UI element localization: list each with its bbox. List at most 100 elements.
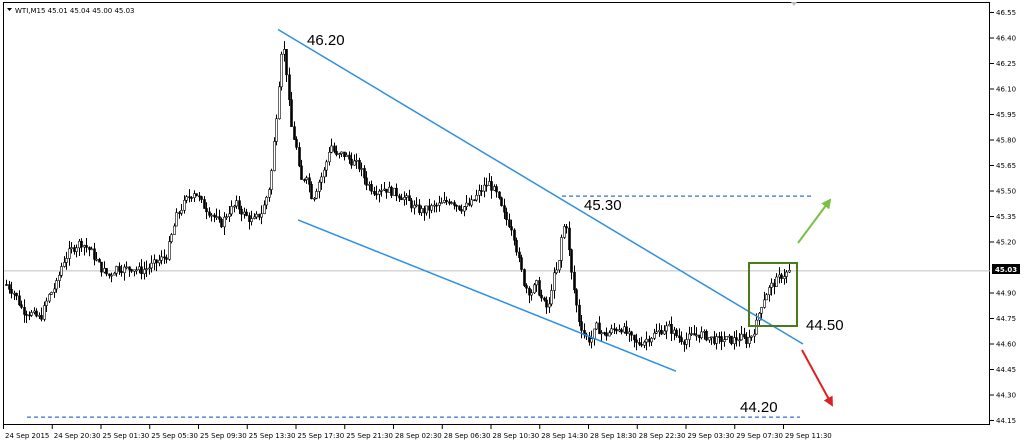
candle-body [680,337,683,343]
candle-body [88,247,91,250]
candle-body [233,205,236,208]
y-tick-label: 46.40 [996,35,1016,43]
candle-body [518,251,521,259]
candle-body [195,193,198,197]
candle-body [40,315,43,320]
candle-body [275,118,278,142]
candle-body [455,205,458,207]
candle-body [128,266,131,270]
candle-body [543,297,546,301]
candle-body [235,200,238,207]
candle-body [183,199,186,211]
candle-body [220,218,223,228]
candle-body [560,237,563,261]
candle-body [780,274,783,279]
candle-body [280,53,283,88]
candle-body [775,276,778,287]
candle-body [335,151,338,155]
candle-body [485,184,488,187]
horizontal-levels [4,195,990,418]
price-annotations: 46.20 45.30 44.50 44.20 [307,32,844,416]
candle-body [445,200,448,203]
candle-body [70,247,73,250]
candle-body [608,332,611,337]
svg-text:45.03: 45.03 [995,266,1017,274]
candle-body [73,247,76,252]
candle-body [8,284,11,290]
candle-body [508,219,511,227]
y-tick-label: 44.30 [996,392,1016,400]
candle-body [678,335,681,339]
candle-body [625,326,628,334]
candle-body [735,337,738,341]
candle-body [58,275,61,281]
y-tick-label: 44.45 [996,366,1016,374]
candle-body [118,266,121,272]
candle-body [598,322,601,335]
one-click-trading-icon[interactable] [791,2,797,6]
candle-body [558,260,561,271]
candle-body [153,259,156,264]
candle-body [730,335,733,345]
candle-body [78,240,81,249]
candle-body [733,337,736,345]
x-tick-label: 25 Sep 01:30 [103,432,150,440]
candle-body [238,200,241,210]
candle-body [323,169,326,178]
candle-body [675,329,678,337]
y-tick-label: 44.90 [996,290,1016,298]
candle-body [363,168,366,179]
candle-body [355,159,358,162]
candle-body [615,329,618,332]
candle-body [175,212,178,227]
candle-body [105,268,108,275]
candle-body [358,159,361,170]
candle-body [288,74,291,100]
candle-body [580,321,583,331]
x-axis: 24 Sep 2015 24 Sep 20:30 25 Sep 01:30 25 Se… [3,425,832,440]
candle-body [210,214,213,217]
candle-body [540,294,543,299]
y-tick-label: 45.65 [996,162,1016,170]
candle-body [245,211,248,216]
candle-body [193,193,196,199]
x-tick-label: 28 Sep 10:30 [493,432,540,440]
y-tick-label: 44.60 [996,341,1016,349]
candle-body [643,341,646,346]
candle-body [263,204,266,215]
candle-body [360,168,363,170]
candle-body [348,154,351,160]
candle-body [768,287,771,296]
current-price-tag: 45.03 [992,264,1020,274]
candle-body [430,205,433,211]
candle-body [788,270,791,273]
candle-body [420,208,423,213]
y-axis: 46.55 46.40 46.25 46.10 45.95 45.80 45.65 45.50… [990,9,1016,425]
channel-lower-line [297,219,677,372]
candle-body [305,177,308,181]
candle-body [373,190,376,195]
candle-body [763,299,766,308]
candle-body [505,211,508,221]
candle-body [248,215,251,222]
candle-body [705,331,708,341]
candle-body [155,259,158,264]
candle-body [143,269,146,275]
candle-body [575,289,578,306]
candle-body [708,337,711,341]
candle-body [178,212,181,214]
symbol-dropdown-icon[interactable] [7,8,12,11]
candle-body [108,273,111,276]
candle-body [115,266,118,274]
candle-body [43,305,46,320]
candle-body [693,333,696,336]
candle-body [743,333,746,338]
candle-body [630,331,633,336]
candle-body [565,226,568,229]
candle-body [85,245,88,248]
candle-body [25,314,28,316]
candle-body [310,184,313,200]
candle-body [568,227,571,251]
y-tick-label: 45.35 [996,213,1016,221]
